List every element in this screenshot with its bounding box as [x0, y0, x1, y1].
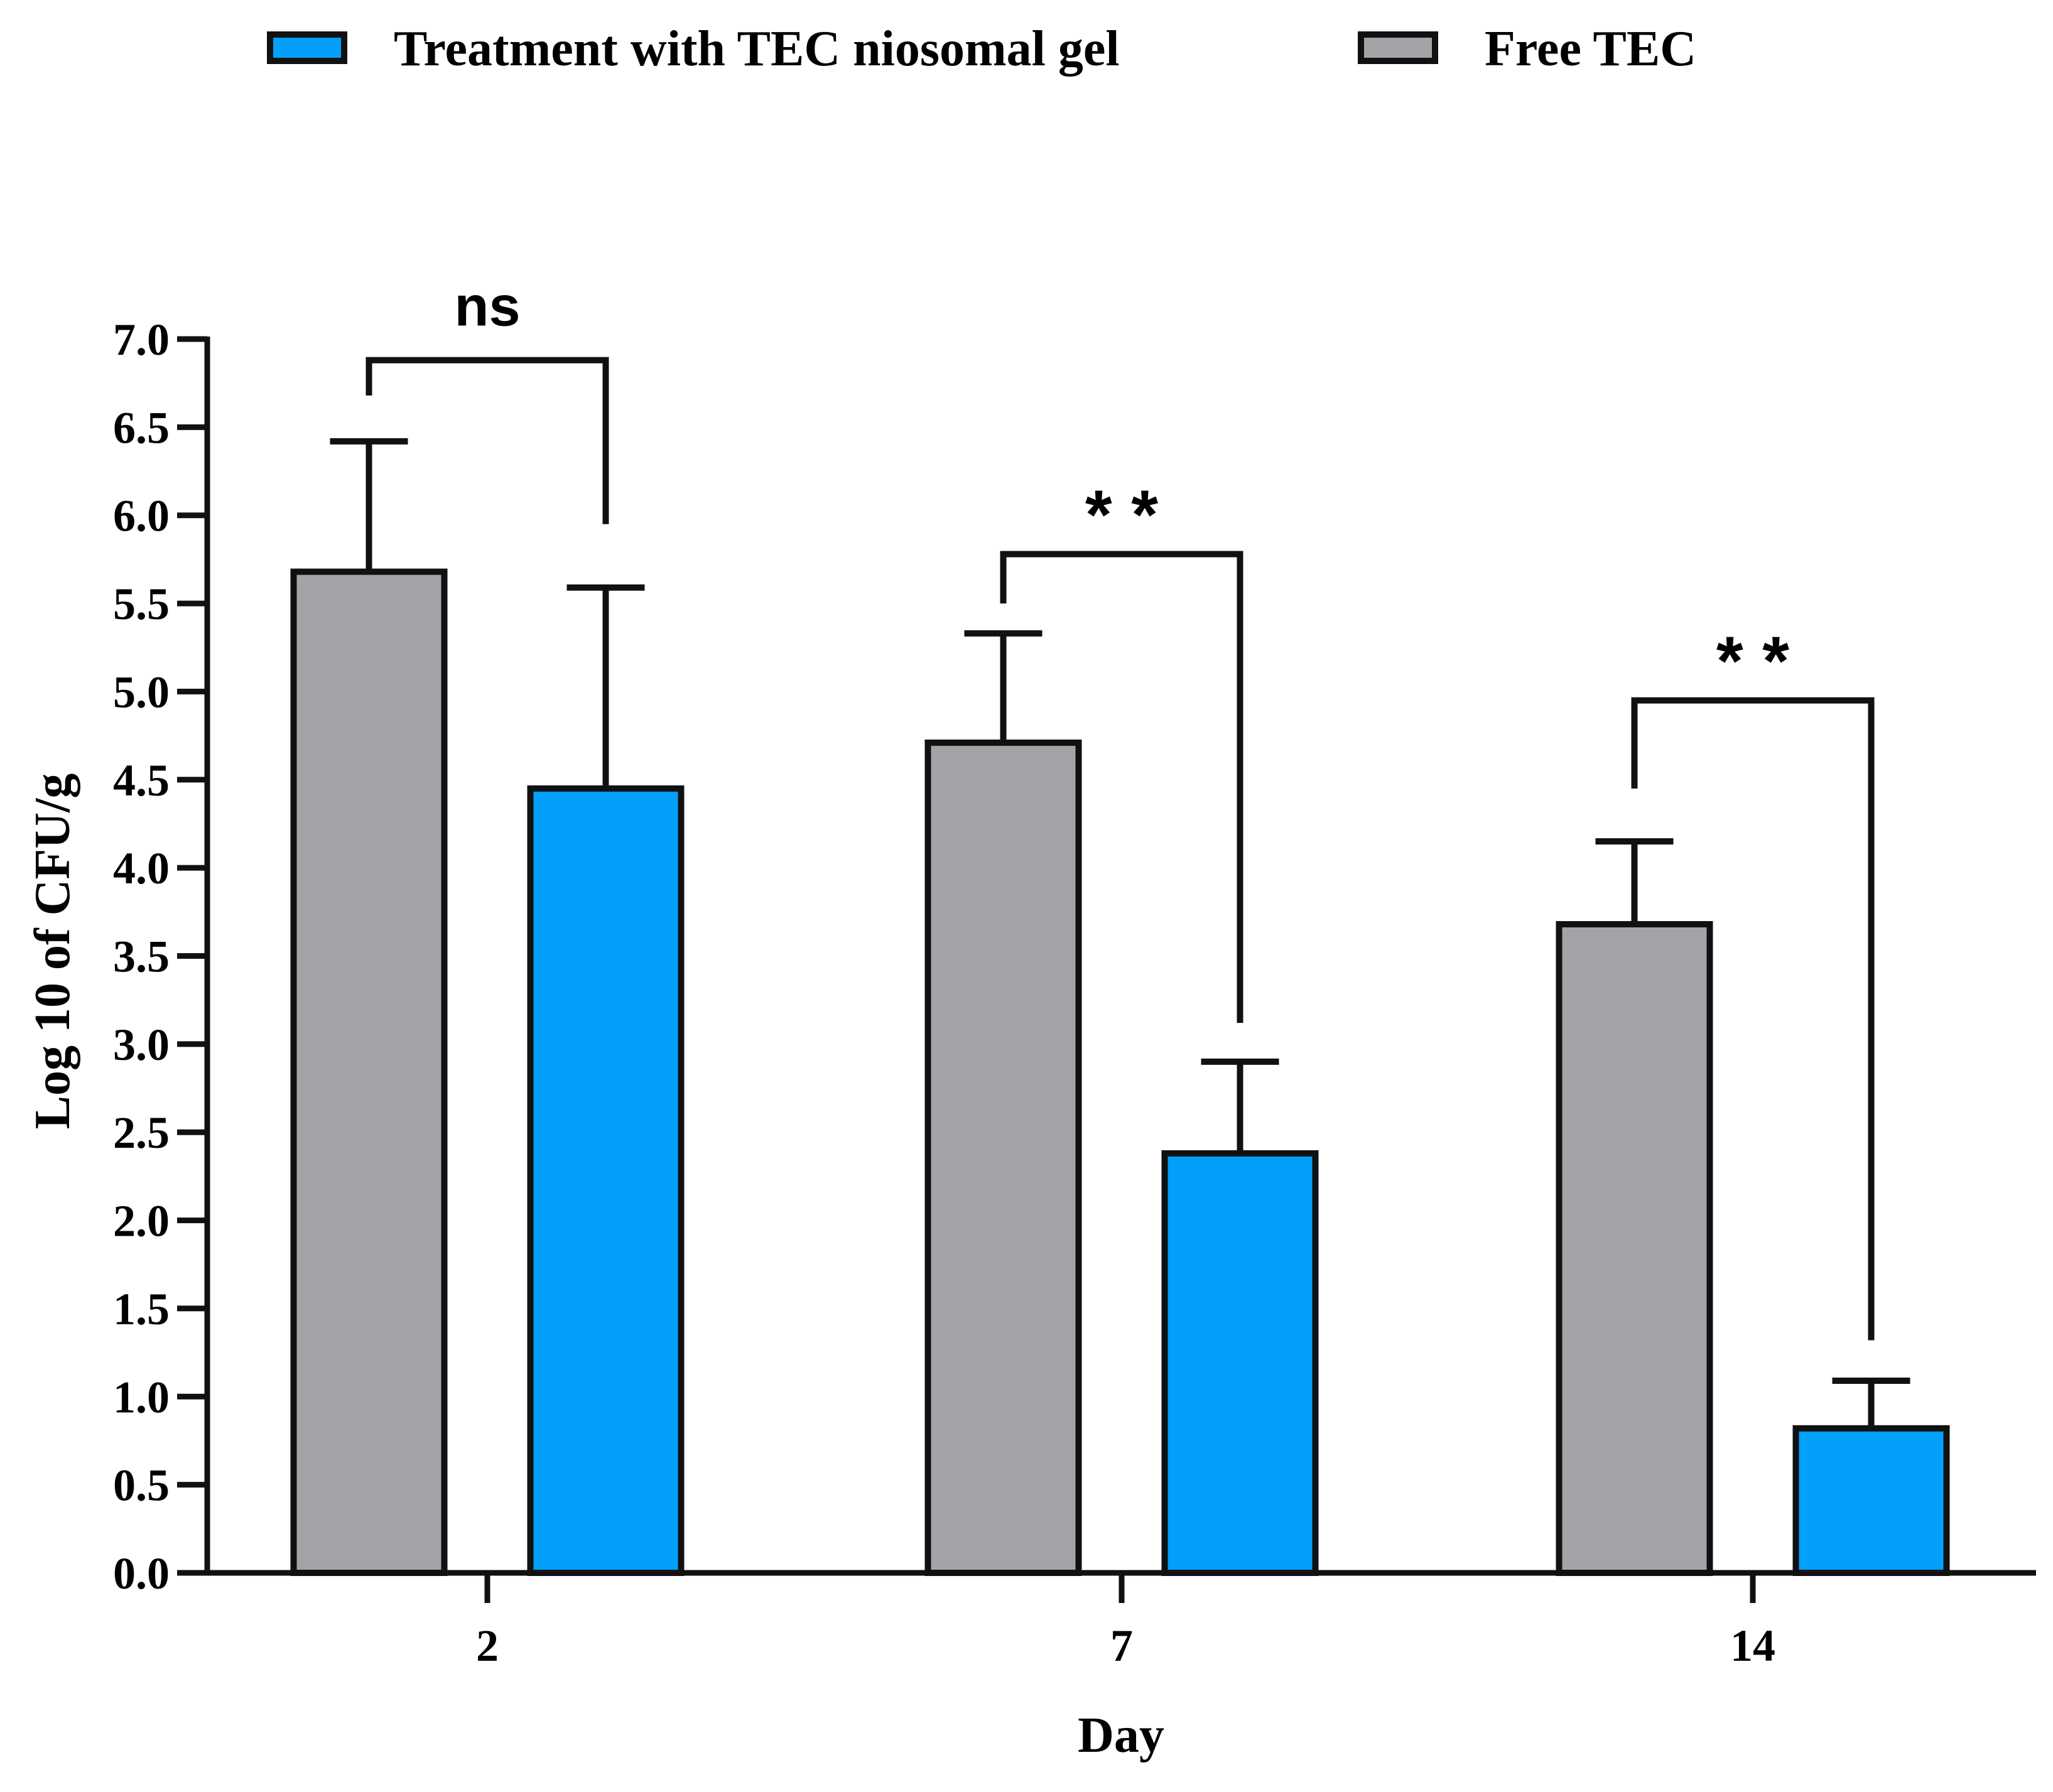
- y-tick-label: 1.5: [113, 1284, 170, 1334]
- y-tick-label: 1.0: [113, 1372, 170, 1422]
- y-axis-title: Log 10 of CFU/g: [25, 774, 80, 1130]
- legend-label-niosomal-gel: Treatment with TEC niosomal gel: [394, 21, 1120, 77]
- y-tick-label: 2.5: [113, 1108, 170, 1158]
- significance-bracket-day-7: [1000, 551, 1243, 1023]
- y-tick-label: 4.5: [113, 755, 170, 806]
- bar-free_tec-day-2: [290, 568, 448, 1576]
- x-axis: 2 7 14: [205, 1570, 2036, 1671]
- bar-niosomal_gel-day-2: [527, 785, 685, 1576]
- bar-free_tec-day-7: [924, 739, 1082, 1576]
- significance-bracket-day-2: [366, 357, 609, 524]
- legend-label-free-tec: Free TEC: [1485, 21, 1696, 77]
- x-axis-title: Day: [1078, 1708, 1164, 1763]
- y-tick-label: 0.0: [113, 1548, 170, 1599]
- legend: Treatment with TEC niosomal gel Free TEC: [267, 21, 1696, 77]
- y-tick-label: 4.0: [113, 843, 170, 893]
- bar-free_tec-day-14: [1556, 920, 1713, 1576]
- y-tick-label: 6.5: [113, 402, 170, 453]
- x-tick-label: 2: [476, 1621, 499, 1671]
- y-tick-label: 3.0: [113, 1020, 170, 1070]
- bar-niosomal_gel-day-7: [1161, 1150, 1319, 1576]
- y-tick-label: 6.0: [113, 491, 170, 541]
- significance-bracket-day-14: [1631, 697, 1875, 1341]
- bars: [290, 568, 1950, 1576]
- significance-label-day-14: * *: [1716, 622, 1789, 699]
- y-tick-label: 7.0: [113, 315, 170, 365]
- significance-label-day-7: * *: [1085, 476, 1158, 553]
- y-tick-label: 5.5: [113, 579, 170, 629]
- y-tick-label: 3.5: [113, 932, 170, 982]
- error-bars: [330, 438, 1910, 1428]
- x-tick-label: 14: [1730, 1621, 1775, 1671]
- significance-brackets: ns * * * *: [366, 276, 1875, 1341]
- significance-label-day-2: ns: [454, 276, 520, 338]
- bar-niosomal_gel-day-14: [1792, 1425, 1950, 1576]
- y-tick-label: 2.0: [113, 1196, 170, 1246]
- legend-swatch-free-tec: [1358, 31, 1438, 64]
- y-tick-label: 0.5: [113, 1460, 170, 1511]
- y-axis: 0.0 0.5 1.0 1.5 2.0 2.5 3.0 3.5 4.0 4.5 5.0 5.5 6.0 6…: [113, 315, 210, 1599]
- y-tick-label: 5.0: [113, 667, 170, 717]
- legend-swatch-niosomal-gel: [267, 31, 347, 64]
- x-tick-label: 7: [1110, 1621, 1133, 1671]
